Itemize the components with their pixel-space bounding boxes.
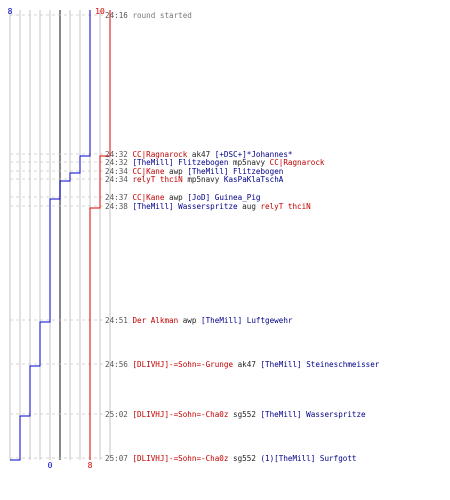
event-row: 25:07 [DLIVHJ]-=Sohn=-Cha0z sg552 (1)[Th… — [105, 454, 356, 463]
event-time: 24:38 — [105, 202, 128, 211]
lane-grid — [9, 10, 111, 460]
event-row: 24:51 Der Alkman awp [TheMill] Luftgeweh… — [105, 316, 292, 325]
red-end-count: 8 — [88, 461, 93, 470]
victim-name: (1)[TheMill] Surfgott — [260, 454, 357, 463]
red-start-count: 10 — [95, 7, 105, 16]
killer-name: CC|Ragnarock — [132, 150, 188, 159]
victim-name: [TheMill] Flitzebogen — [187, 167, 284, 176]
event-guide-lines — [10, 14, 104, 459]
event-time: 24:34 — [105, 175, 128, 184]
event-row: 24:32 CC|Ragnarock ak47 [+DSC+]*Johannes… — [105, 150, 293, 159]
weapon-name: awp — [169, 193, 183, 202]
blue-end-count: 0 — [48, 461, 53, 470]
event-row: 25:02 [DLIVHJ]-=Sohn=-Cha0z sg552 [TheMi… — [105, 410, 366, 419]
event-time: 24:34 — [105, 167, 128, 176]
killer-name: CC|Kane — [132, 167, 165, 176]
weapon-name: sg552 — [233, 410, 256, 419]
red-team-alive-line — [89, 10, 111, 460]
killer-name: [DLIVHJ]-=Sohn=-Cha0z — [132, 410, 229, 419]
event-message: round started — [132, 11, 192, 20]
weapon-name: awp — [182, 316, 197, 325]
weapon-name: mp5navy — [187, 175, 220, 184]
victim-name: [TheMill] Luftgewehr — [201, 316, 293, 325]
victim-name: relyT thciN — [260, 202, 311, 211]
weapon-name: sg552 — [233, 454, 256, 463]
victim-name: [TheMill] Steineschmeisser — [260, 360, 380, 369]
killer-name: CC|Kane — [132, 193, 165, 202]
victim-name: KasPaKlaTschA — [223, 175, 284, 184]
killer-name: [DLIVHJ]-=Sohn=-Grunge — [132, 360, 234, 369]
weapon-name: aug — [242, 202, 256, 211]
victim-name: [JoD] Guinea_Pig — [187, 193, 261, 202]
event-row: 24:32 [TheMill] Flitzebogen mp5navy CC|R… — [105, 158, 325, 167]
weapon-name: awp — [169, 167, 183, 176]
victim-name: [TheMill] Wasserspritze — [260, 410, 366, 419]
weapon-name: ak47 — [237, 360, 256, 369]
blue-start-count: 8 — [8, 7, 13, 16]
event-row: 24:56 [DLIVHJ]-=Sohn=-Grunge ak47 [TheMi… — [105, 360, 379, 369]
weapon-name: mp5navy — [233, 158, 266, 167]
event-time: 25:02 — [105, 410, 128, 419]
event-row: 24:16 round started — [105, 11, 192, 20]
victim-name: CC|Ragnarock — [269, 158, 325, 167]
event-row: 24:37 CC|Kane awp [JoD] Guinea_Pig — [105, 193, 260, 202]
event-time: 24:51 — [105, 316, 128, 325]
event-time: 25:07 — [105, 454, 128, 463]
killer-name: [TheMill] Wasserspritze — [132, 202, 238, 211]
killer-name: [DLIVHJ]-=Sohn=-Cha0z — [132, 454, 229, 463]
victim-name: [+DSC+]*Johannes* — [214, 150, 293, 159]
killer-name: [TheMill] Flitzebogen — [132, 158, 229, 167]
event-row: 24:38 [TheMill] Wasserspritze aug relyT … — [105, 202, 311, 211]
event-time: 24:32 — [105, 158, 128, 167]
event-row: 24:34 CC|Kane awp [TheMill] Flitzebogen — [105, 167, 283, 176]
event-time: 24:16 — [105, 11, 128, 20]
killer-name: relyT thciN — [132, 175, 183, 184]
event-time: 24:56 — [105, 360, 128, 369]
blue-team-alive-line — [10, 10, 91, 461]
event-time: 24:32 — [105, 150, 128, 159]
killer-name: Der Alkman — [132, 316, 179, 325]
event-time: 24:37 — [105, 193, 128, 202]
event-row: 24:34 relyT thciN mp5navy KasPaKlaTschA — [105, 175, 283, 184]
weapon-name: ak47 — [191, 150, 211, 159]
